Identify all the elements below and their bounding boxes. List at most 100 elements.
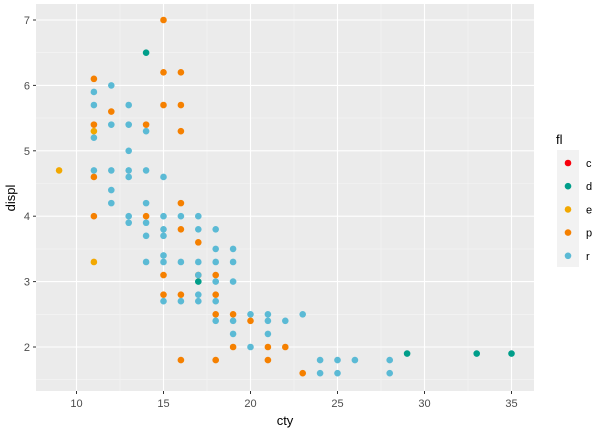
data-point-p: [212, 291, 219, 298]
plot-panel: [36, 4, 534, 391]
data-point-r: [142, 258, 150, 266]
data-point-r: [177, 212, 185, 220]
data-point-r: [386, 356, 394, 364]
data-point-r: [108, 121, 115, 128]
data-point-d: [142, 49, 150, 56]
data-point-p: [90, 173, 98, 181]
data-point-r: [334, 369, 341, 377]
data-point-r: [195, 271, 202, 279]
legend-title: fl: [556, 132, 563, 147]
data-point-r: [299, 311, 307, 318]
data-point-r: [195, 297, 202, 305]
data-point-e: [90, 258, 98, 266]
data-points: [55, 16, 515, 377]
data-point-p: [229, 343, 237, 351]
x-tick-label: 25: [331, 398, 343, 410]
data-point-p: [90, 212, 98, 220]
data-point-r: [282, 317, 289, 325]
data-point-p: [177, 199, 185, 207]
data-point-r: [195, 291, 202, 298]
data-point-r: [142, 199, 150, 207]
data-point-r: [125, 219, 132, 227]
data-point-r: [212, 278, 219, 285]
data-point-r: [90, 88, 98, 96]
data-point-r: [125, 121, 132, 128]
data-point-r: [90, 134, 98, 142]
data-point-p: [90, 121, 98, 128]
data-point-r: [316, 369, 324, 377]
legend-key-e: [564, 206, 572, 213]
y-tick-label: 4: [24, 211, 30, 223]
x-tick-label: 15: [157, 398, 169, 410]
data-point-r: [177, 297, 185, 305]
data-point-r: [229, 258, 237, 266]
data-point-r: [229, 330, 237, 338]
data-point-r: [351, 356, 359, 364]
data-point-p: [160, 291, 167, 298]
data-point-r: [125, 167, 132, 174]
data-point-p: [160, 101, 167, 109]
data-point-p: [299, 369, 307, 377]
data-point-r: [316, 356, 324, 364]
data-point-r: [160, 173, 167, 181]
data-point-p: [177, 225, 185, 233]
data-point-r: [160, 297, 167, 305]
data-point-p: [160, 16, 167, 24]
data-point-r: [229, 278, 237, 285]
data-point-r: [160, 225, 167, 233]
data-point-p: [160, 271, 167, 279]
data-point-r: [125, 147, 132, 155]
data-point-r: [125, 173, 132, 181]
data-point-r: [160, 258, 167, 266]
data-point-e: [55, 167, 63, 174]
data-point-p: [177, 356, 185, 364]
data-point-d: [508, 350, 515, 357]
legend-label-r: r: [586, 251, 590, 263]
data-point-r: [195, 258, 202, 266]
data-point-d: [403, 350, 411, 357]
y-axis: 2 3 4 5 6 7: [24, 15, 36, 354]
data-point-p: [177, 291, 185, 298]
y-axis-title: displ: [3, 185, 18, 212]
data-point-r: [142, 219, 150, 227]
data-point-p: [212, 356, 219, 364]
data-point-p: [142, 212, 150, 220]
data-point-r: [108, 82, 115, 89]
y-tick-label: 5: [24, 146, 30, 158]
legend-key-p: [564, 229, 572, 236]
data-point-r: [264, 317, 272, 325]
x-axis: 10 15 20 25 30 35: [70, 391, 518, 410]
data-point-r: [212, 225, 219, 233]
legend-key-c: [564, 159, 572, 167]
x-tick-label: 35: [505, 398, 517, 410]
data-point-r: [334, 356, 341, 364]
data-point-p: [212, 271, 219, 279]
data-point-d: [473, 350, 481, 357]
data-point-r: [125, 212, 132, 220]
data-point-e: [90, 127, 98, 135]
legend-label-d: d: [586, 181, 592, 193]
data-point-p: [90, 75, 98, 83]
data-point-r: [125, 101, 132, 109]
data-point-r: [195, 212, 202, 220]
data-point-r: [229, 245, 237, 253]
data-point-p: [264, 343, 272, 351]
legend-key-r: [564, 252, 572, 260]
data-point-r: [108, 186, 115, 194]
data-point-p: [177, 127, 185, 135]
data-point-r: [90, 101, 98, 109]
data-point-p: [177, 69, 185, 76]
x-tick-label: 10: [70, 398, 82, 410]
data-point-r: [108, 199, 115, 207]
data-point-r: [195, 225, 202, 233]
data-point-p: [195, 239, 202, 246]
data-point-r: [90, 167, 98, 174]
data-point-p: [264, 356, 272, 364]
data-point-r: [160, 212, 167, 220]
data-point-p: [282, 343, 289, 351]
data-point-p: [108, 108, 115, 115]
data-point-r: [142, 167, 150, 174]
y-tick-label: 7: [24, 15, 30, 27]
